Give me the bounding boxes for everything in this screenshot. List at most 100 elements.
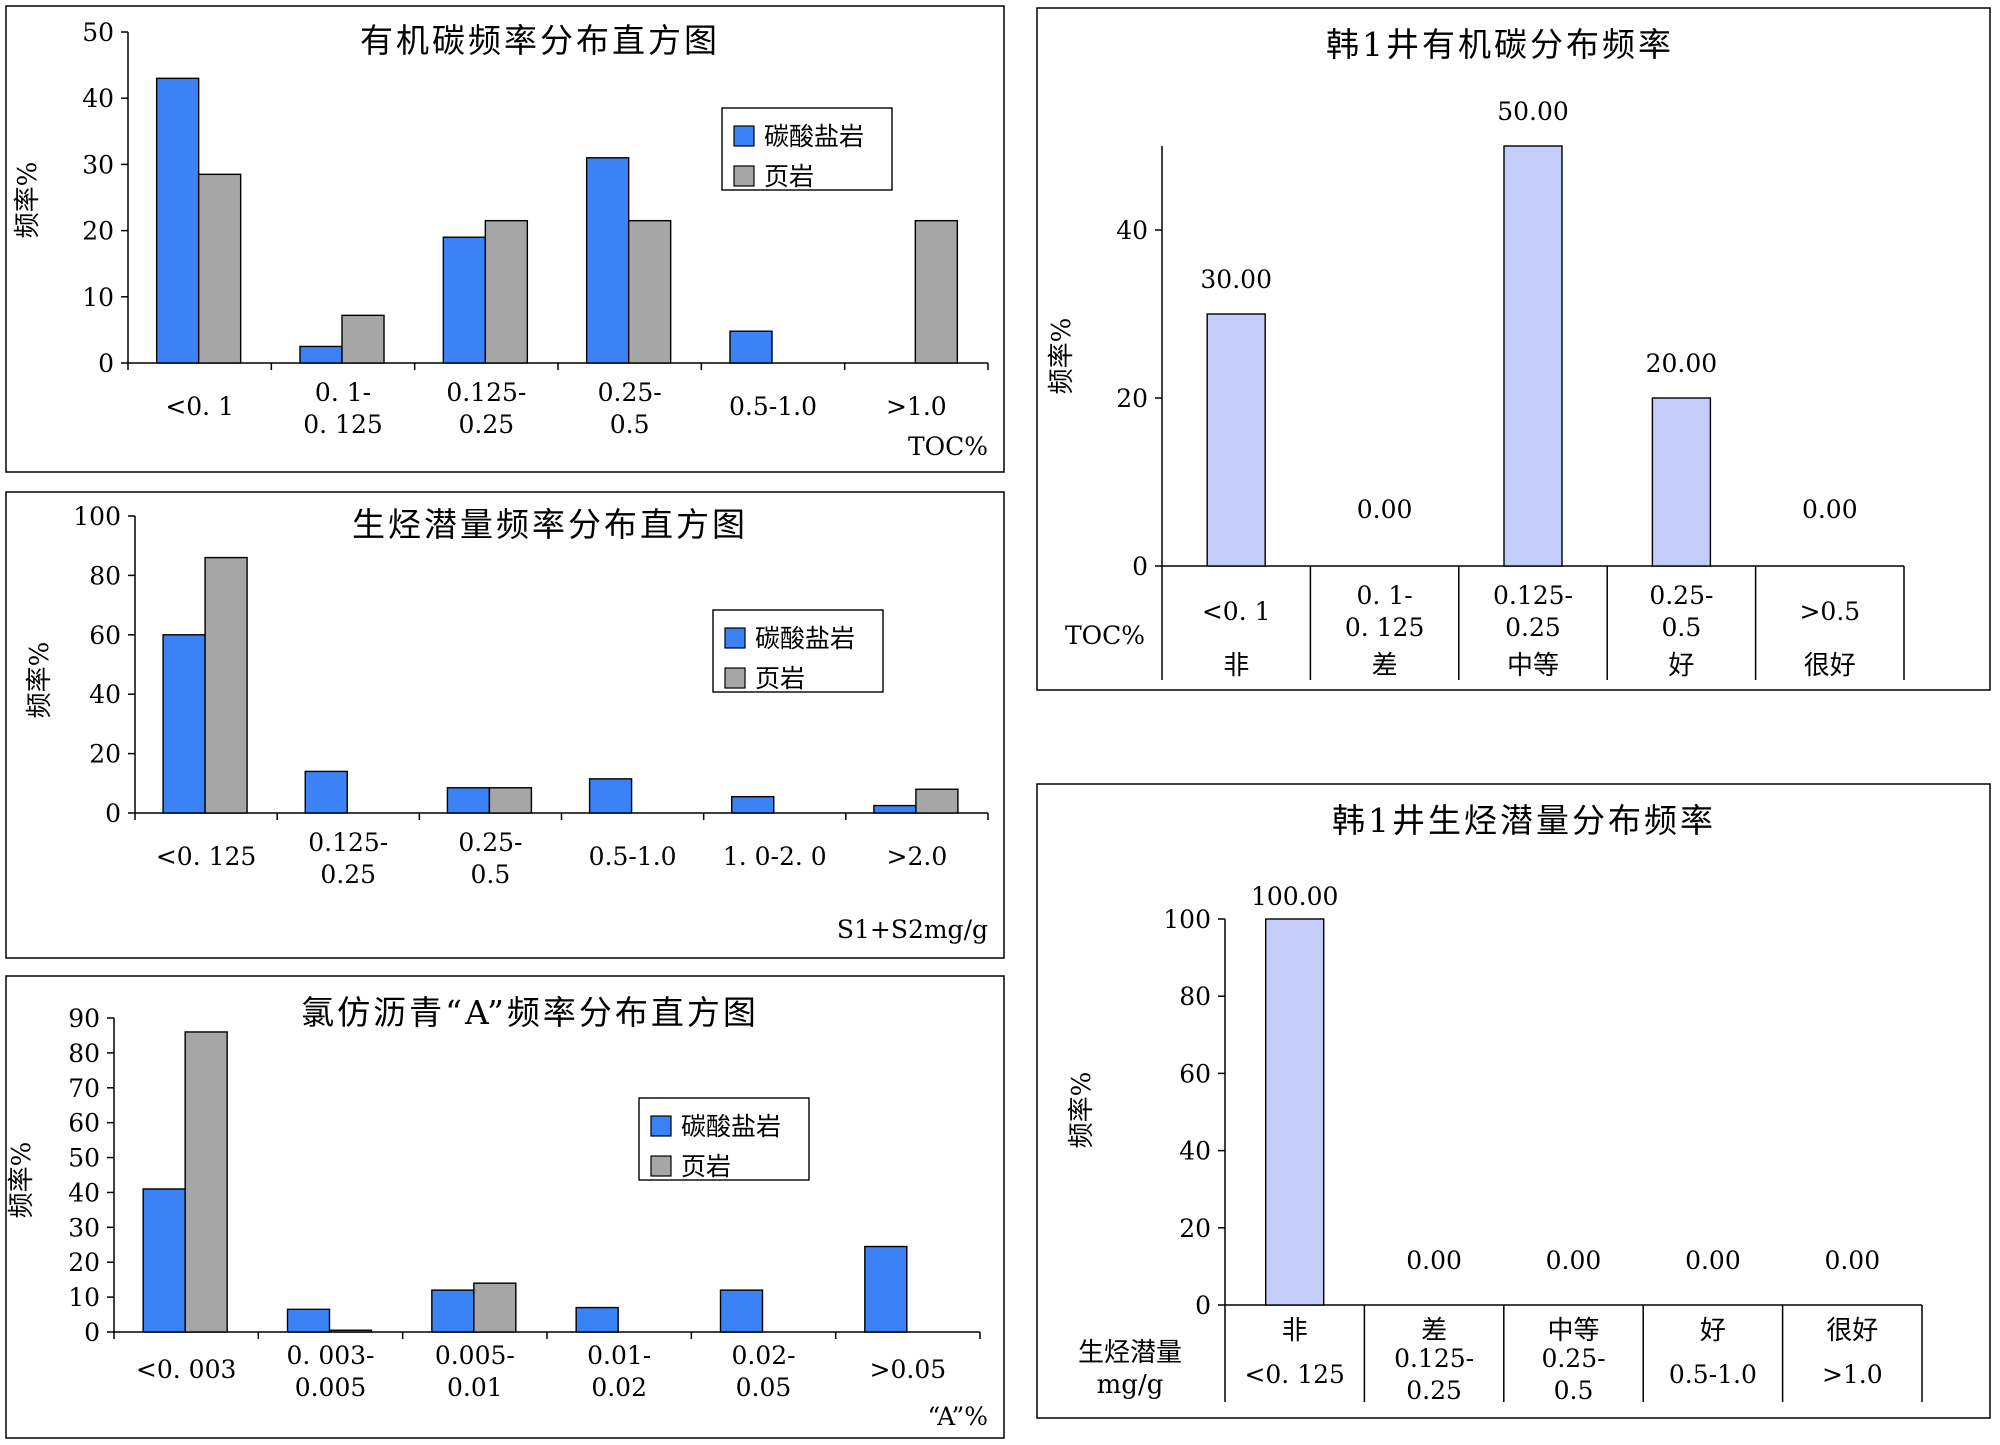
data-label: 50.00: [1497, 97, 1569, 126]
bar-shale-0: [197, 173, 242, 364]
chart-well_hc: 韩1井生烃潜量分布频率 0 20 40 60 80 100 频率% 100.00 0.00 0.00…: [1036, 783, 1991, 1419]
bar-carbonate-5: [873, 804, 917, 814]
x-tick-label: 0. 125: [1345, 613, 1425, 642]
bar-0: [1264, 918, 1325, 1306]
y-tick-label: 20: [82, 217, 114, 246]
x-tick-label: 0.25-: [458, 828, 522, 857]
y-tick-label: 20: [1179, 1214, 1211, 1243]
x-tick-label: 0.05: [736, 1373, 792, 1402]
y-tick-label: 40: [1116, 216, 1148, 245]
grade-label: 差: [1421, 1316, 1447, 1346]
chart-toc: 有机碳频率分布直方图 0 10 20 30 40 50 频率% <0. 1 0. 1- 0. 125…: [5, 5, 1005, 473]
bar-carbonate-1: [286, 1308, 331, 1333]
grade-label: 好: [1668, 651, 1694, 681]
grade-label: 很好: [1804, 651, 1856, 681]
chart-title: 韩1井有机碳分布频率: [1326, 25, 1674, 64]
data-label: 20.00: [1646, 349, 1718, 378]
y-axis-label-text: 频率%: [7, 1142, 37, 1219]
row-label: TOC%: [1065, 621, 1145, 650]
bar-0: [1206, 313, 1266, 567]
x-tick-label: <0. 125: [156, 842, 256, 871]
x-tick-label: 0.5: [1554, 1376, 1594, 1405]
y-tick-label: 100: [1163, 905, 1211, 934]
chart-title: 有机碳频率分布直方图: [360, 21, 720, 60]
y-tick-label: 40: [1179, 1137, 1211, 1166]
row-label: mg/g: [1097, 1370, 1164, 1400]
bar-shale-0: [184, 1031, 228, 1333]
y-tick-label: 30: [68, 1213, 100, 1242]
data-label: 0.00: [1357, 495, 1413, 524]
y-tick-label: 0: [98, 349, 114, 378]
x-tick-label: 0.25-: [598, 378, 662, 407]
y-tick-label: 0: [84, 1318, 100, 1347]
y-axis-label-text: 频率%: [1047, 318, 1077, 395]
bar-carbonate-0: [142, 1188, 186, 1333]
data-label: 0.00: [1546, 1246, 1602, 1275]
x-tick-label: 0.02-: [731, 1341, 795, 1370]
x-tick-label: 0.25: [1406, 1376, 1462, 1405]
x-tick-label: 0.5: [1662, 613, 1702, 642]
y-tick-label: 0: [1132, 552, 1148, 581]
bar-3: [1651, 397, 1712, 567]
bar-carbonate-2: [431, 1289, 475, 1333]
y-tick-label: 20: [1116, 384, 1148, 413]
y-tick-label: 90: [68, 1004, 100, 1033]
x-tick-label: 0.125-: [446, 378, 526, 407]
bar-shale-5: [915, 788, 959, 814]
x-tick-label: 0. 1-: [1357, 581, 1413, 610]
data-label: 0.00: [1406, 1246, 1462, 1275]
y-tick-label: 10: [68, 1283, 100, 1312]
x-tick-label: 0.5-1.0: [729, 392, 817, 421]
y-tick-label: 20: [68, 1248, 100, 1277]
y-tick-label: 0: [105, 799, 121, 828]
y-tick-label: 30: [82, 150, 114, 179]
y-axis-label: 频率%: [1047, 318, 1077, 395]
x-tick-label: >2.0: [887, 842, 948, 871]
y-axis-label: 频率%: [1067, 1072, 1097, 1149]
data-label: 0.00: [1802, 495, 1858, 524]
bar-carbonate-0: [155, 77, 200, 364]
legend-label: 碳酸盐岩: [764, 122, 864, 151]
y-tick-label: 40: [68, 1178, 100, 1207]
x-tick-label: 0.02: [591, 1373, 647, 1402]
chart-title: 生烃潜量频率分布直方图: [352, 505, 748, 544]
y-tick-label: 80: [89, 561, 121, 590]
grade-label: 中等: [1507, 651, 1559, 681]
legend-label: 页岩: [764, 162, 814, 191]
y-axis-label-text: 频率%: [13, 162, 43, 239]
grade-label: 很好: [1826, 1316, 1878, 1346]
bar-carbonate-1: [304, 770, 348, 814]
x-axis-label: S1+S2mg/g: [837, 915, 988, 944]
legend-swatch: [650, 1115, 672, 1137]
bar-carbonate-1: [299, 345, 343, 364]
row-label: 生烃潜量: [1078, 1338, 1182, 1368]
x-tick-label: >1.0: [886, 392, 947, 421]
x-tick-label: >0.5: [1799, 597, 1860, 626]
bar-shale-0: [204, 556, 248, 814]
y-axis-label: 频率%: [25, 642, 55, 719]
y-axis-label: 频率%: [13, 162, 43, 239]
x-tick-label: 0. 1-: [315, 378, 371, 407]
x-tick-label: 0.01-: [587, 1341, 651, 1370]
chart-asphalt: 氯仿沥青“A”频率分布直方图 0 10 20 30 40 50 60 70 80 90 频率% <0. …: [5, 975, 1005, 1439]
panel-frame: [1036, 7, 1991, 691]
data-label: 100.00: [1251, 882, 1338, 911]
y-tick-label: 40: [82, 84, 114, 113]
y-tick-label: 0: [1195, 1291, 1211, 1320]
x-tick-label: 0. 003-: [287, 1341, 375, 1370]
y-axis-label: 频率%: [7, 1142, 37, 1219]
bar-shale-2: [488, 787, 533, 814]
x-tick-label: 1. 0-2. 0: [723, 842, 827, 871]
legend-frame: [721, 107, 893, 191]
bar-shale-3: [627, 219, 672, 364]
bar-carbonate-5: [864, 1245, 908, 1333]
y-tick-label: 10: [82, 283, 114, 312]
bar-carbonate-0: [162, 634, 206, 814]
y-tick-label: 60: [89, 621, 121, 650]
x-tick-label: 0.125-: [1493, 581, 1573, 610]
data-label: 30.00: [1200, 265, 1272, 294]
legend-label: 碳酸盐岩: [681, 1112, 781, 1141]
x-tick-label: 0.25-: [1649, 581, 1713, 610]
